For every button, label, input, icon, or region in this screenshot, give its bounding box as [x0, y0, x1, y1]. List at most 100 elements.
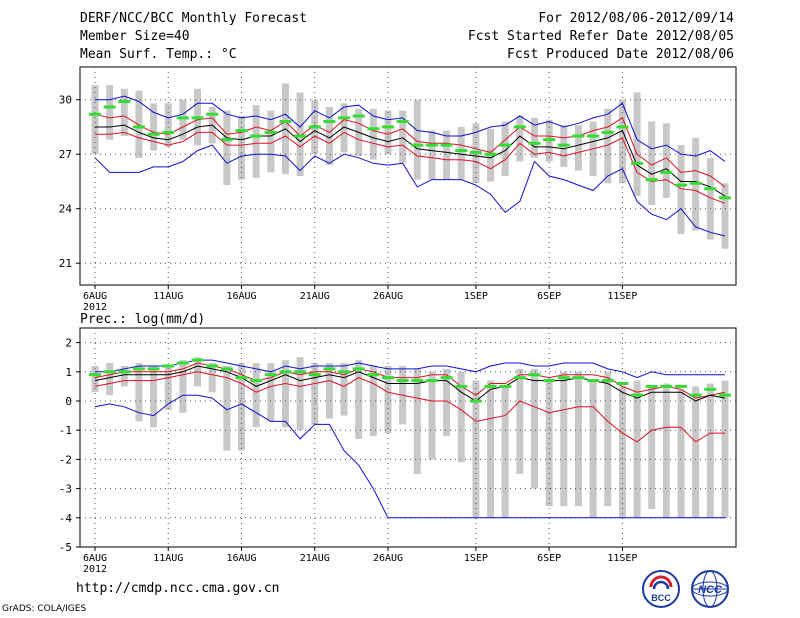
- panel-1-spread-bar: [296, 357, 304, 431]
- panel-1-xtick-label: 6SEP: [537, 553, 561, 564]
- panel-1-spread-bar: [633, 380, 641, 518]
- panel-0-frame: [79, 66, 737, 286]
- panel-1-spread-bar: [706, 383, 714, 518]
- panel-1-spread-bar: [648, 386, 656, 510]
- panel-1-min-line: [94, 394, 725, 519]
- panel-0-spread-bar: [91, 85, 99, 155]
- panel-1-spread-bar: [340, 363, 348, 416]
- panel-0-spread-bar: [399, 110, 407, 164]
- panel-0-spread-bar: [677, 145, 685, 235]
- panel-1-ytick-label: 2: [65, 337, 72, 350]
- panel-0-spread-bar: [574, 125, 582, 171]
- panel-1-xtick-label: 11AUG: [153, 553, 183, 564]
- panel-1-spread-bar: [662, 383, 670, 518]
- panel-1-spread-bar: [604, 371, 612, 507]
- panel-1-spread-bar: [281, 360, 289, 428]
- panel-0-spread-bar: [618, 99, 626, 184]
- panel-1-spread-bar: [457, 371, 465, 463]
- grads-credit: GrADS: COLA/IGES: [2, 604, 87, 614]
- panel-0-spread-bar: [604, 108, 612, 184]
- panel-1-ytick-label: -3: [59, 483, 72, 496]
- panel-1-p10-line: [94, 371, 725, 443]
- panel-0-spread-bar: [706, 157, 714, 240]
- panel-1-spread-bar: [721, 380, 729, 518]
- panel-0-xtick-label: 6AUG: [83, 291, 107, 302]
- panel-1-spread-bar: [618, 386, 626, 518]
- panel-0-spread-bar: [120, 88, 128, 137]
- panel-1-spread-bar: [516, 368, 524, 474]
- panel-1-spread-bar: [413, 368, 421, 474]
- panel-0-spread-bar: [296, 92, 304, 176]
- panel-1-spread-bar: [487, 380, 495, 518]
- panel-0-ytick-label: 30: [59, 94, 72, 107]
- ncc-logo: NCC: [691, 570, 729, 608]
- panel-1-spread-bar: [120, 365, 128, 387]
- panel-1-spread-bar: [179, 360, 187, 413]
- panel-0-ytick-label: 21: [59, 257, 72, 270]
- panel-0-spread-bar: [531, 117, 538, 158]
- panel-0-spread-bar: [135, 90, 143, 158]
- panel-1-spread-bar: [164, 365, 172, 410]
- panel-0-xtick-label: 6SEP: [537, 291, 561, 302]
- panel-1-spread-bar: [589, 380, 597, 518]
- panel-1-spread-bar: [428, 371, 436, 460]
- forecast-started: Fcst Started Refer Date 2012/08/05: [467, 29, 734, 44]
- bcc-logo: BCC: [642, 570, 680, 608]
- panel-0-spread-bar: [443, 130, 451, 180]
- panel-0-p90-line: [94, 113, 726, 188]
- panel-1-p90-line: [94, 362, 726, 399]
- panel-0-p10-line: [95, 131, 726, 204]
- panel-0-xtick-label: 11AUG: [153, 291, 183, 302]
- panel-1-spread-bar: [208, 363, 216, 393]
- panel-1-spread-bar: [677, 389, 685, 518]
- panel-0-ytick-label: 24: [59, 203, 73, 216]
- forecast-period: For 2012/08/06-2012/09/14: [538, 11, 734, 26]
- panel-1-xtick-label: 11SEP: [607, 553, 637, 564]
- panel-0-spread-bar: [106, 85, 114, 140]
- bcc-logo-text: BCC: [651, 593, 671, 603]
- panel-1-xtick-label: 26AUG: [373, 553, 403, 564]
- forecast-produced: Fcst Produced Date 2012/08/06: [507, 47, 734, 62]
- panel-0-spread-bar: [413, 99, 421, 180]
- panel-1-xtick-label: 21AUG: [300, 553, 330, 564]
- panel-0-spread-bar: [648, 121, 656, 206]
- panel-1-spread-bar: [252, 363, 260, 428]
- panel-0-mean-line: [95, 124, 726, 197]
- member-size: Member Size=40: [80, 29, 190, 44]
- panel-1-title: Prec.: log(mm/d): [80, 312, 205, 327]
- panel-0-xtick-label: 1SEP: [464, 291, 488, 302]
- panel-1-spread-bar: [135, 363, 143, 422]
- panel-0-xtick-label: 11SEP: [607, 291, 637, 302]
- panel-0-spread-bar: [457, 126, 465, 180]
- panel-0-xtick-label: 16AUG: [226, 291, 256, 302]
- panel-0-ytick-label: 27: [59, 148, 72, 161]
- panel-1-spread-bar: [560, 371, 568, 507]
- panel-0-spread-bar: [164, 103, 172, 147]
- panel-1-spread-bar: [369, 365, 377, 437]
- panel-0-xtick-label: 21AUG: [300, 291, 330, 302]
- panel-1-spread-bar: [355, 360, 363, 439]
- panel-1-spread-bar: [150, 365, 158, 428]
- panel-1-spread-bar: [472, 380, 480, 518]
- panel-0-spread-bar: [340, 103, 348, 153]
- panel-0-min-line: [94, 144, 726, 237]
- panel-1-spread-bar: [267, 363, 275, 422]
- panel-0-spread-bar: [721, 183, 729, 249]
- panel-1-spread-bar: [106, 363, 114, 396]
- panel-1-spread-bar: [692, 386, 700, 518]
- panel-0-spread-bar: [428, 130, 436, 180]
- source-url[interactable]: http://cmdp.ncc.cma.gov.cn: [76, 581, 280, 596]
- panel-1-xtick-label: 6AUG: [83, 553, 107, 564]
- panel-0-spread-bar: [325, 106, 333, 166]
- panel-0-spread-bar: [179, 99, 187, 140]
- panel-1-spread-bar: [384, 365, 392, 434]
- panel-1-year-label: 2012: [83, 564, 107, 575]
- panel-0-spread-bar: [501, 121, 509, 176]
- panel-0-year-label: 2012: [83, 302, 107, 313]
- panel-1-ytick-label: -5: [59, 541, 72, 554]
- panel-0-spread-bar: [267, 110, 275, 173]
- panel-1-spread-bar: [223, 365, 231, 451]
- panel-0-spread-bar: [516, 116, 524, 162]
- chart-title: DERF/NCC/BCC Monthly Forecast: [80, 11, 307, 26]
